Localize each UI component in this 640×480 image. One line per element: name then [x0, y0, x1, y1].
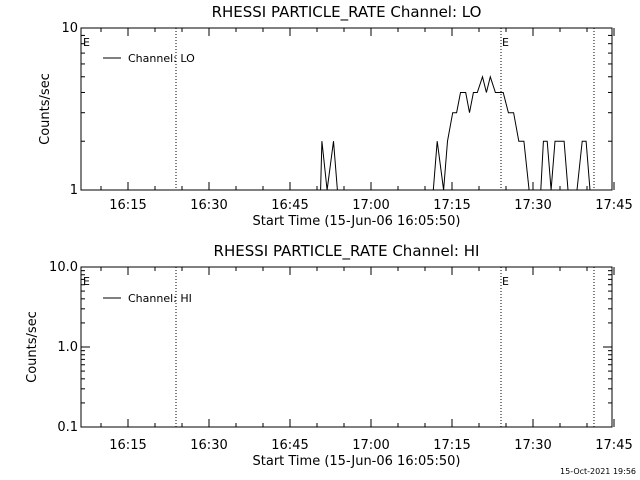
x-axis-label: Start Time (15-Jun-06 16:05:50) — [253, 214, 461, 229]
x-tick-label: 17:45 — [595, 438, 632, 453]
x-axis-label: Start Time (15-Jun-06 16:05:50) — [253, 454, 461, 469]
x-tick-label: 17:30 — [514, 438, 551, 453]
y-tick-label: 10 — [61, 21, 78, 36]
y-tick-label: 0.1 — [57, 420, 78, 435]
y-axis-label: Counts/sec — [25, 311, 40, 383]
y-tick-label: 1.0 — [57, 340, 78, 355]
plot-frame — [80, 266, 613, 428]
x-tick-label: 16:15 — [109, 198, 146, 213]
event-marker-label: E — [83, 36, 90, 49]
x-tick-label: 17:45 — [595, 198, 632, 213]
x-tick-label: 16:45 — [271, 438, 308, 453]
lo-channel-panel: RHESSI PARTICLE_RATE Channel: LO 1 10 16:15… — [38, 3, 633, 229]
x-tick-label: 17:00 — [352, 198, 389, 213]
x-tick-label: 16:30 — [190, 438, 227, 453]
y-tick-label: 10.0 — [49, 260, 78, 275]
x-tick-label: 16:30 — [190, 198, 227, 213]
x-tick-label: 17:00 — [352, 438, 389, 453]
plot-timestamp: 15-Oct-2021 19:56 — [560, 467, 636, 476]
y-tick-label: 1 — [70, 183, 78, 198]
event-marker-label: E — [502, 275, 509, 288]
x-tick-label: 17:30 — [514, 198, 551, 213]
y-axis-label: Counts/sec — [38, 73, 53, 145]
hi-channel-panel: RHESSI PARTICLE_RATE Channel: HI 0.1 1.0 10… — [25, 242, 633, 469]
x-tick-label: 17:15 — [433, 438, 470, 453]
x-tick-label: 16:15 — [109, 438, 146, 453]
event-marker-label: E — [502, 36, 509, 49]
legend-entry: Channel: HI — [128, 292, 192, 305]
chart-title: RHESSI PARTICLE_RATE Channel: HI — [214, 242, 480, 261]
chart-title: RHESSI PARTICLE_RATE Channel: LO — [212, 3, 482, 22]
series-line — [320, 74, 594, 191]
legend-entry: Channel: LO — [128, 52, 195, 65]
x-tick-label: 16:45 — [271, 198, 308, 213]
x-tick-label: 17:15 — [433, 198, 470, 213]
event-marker-label: E — [83, 275, 90, 288]
